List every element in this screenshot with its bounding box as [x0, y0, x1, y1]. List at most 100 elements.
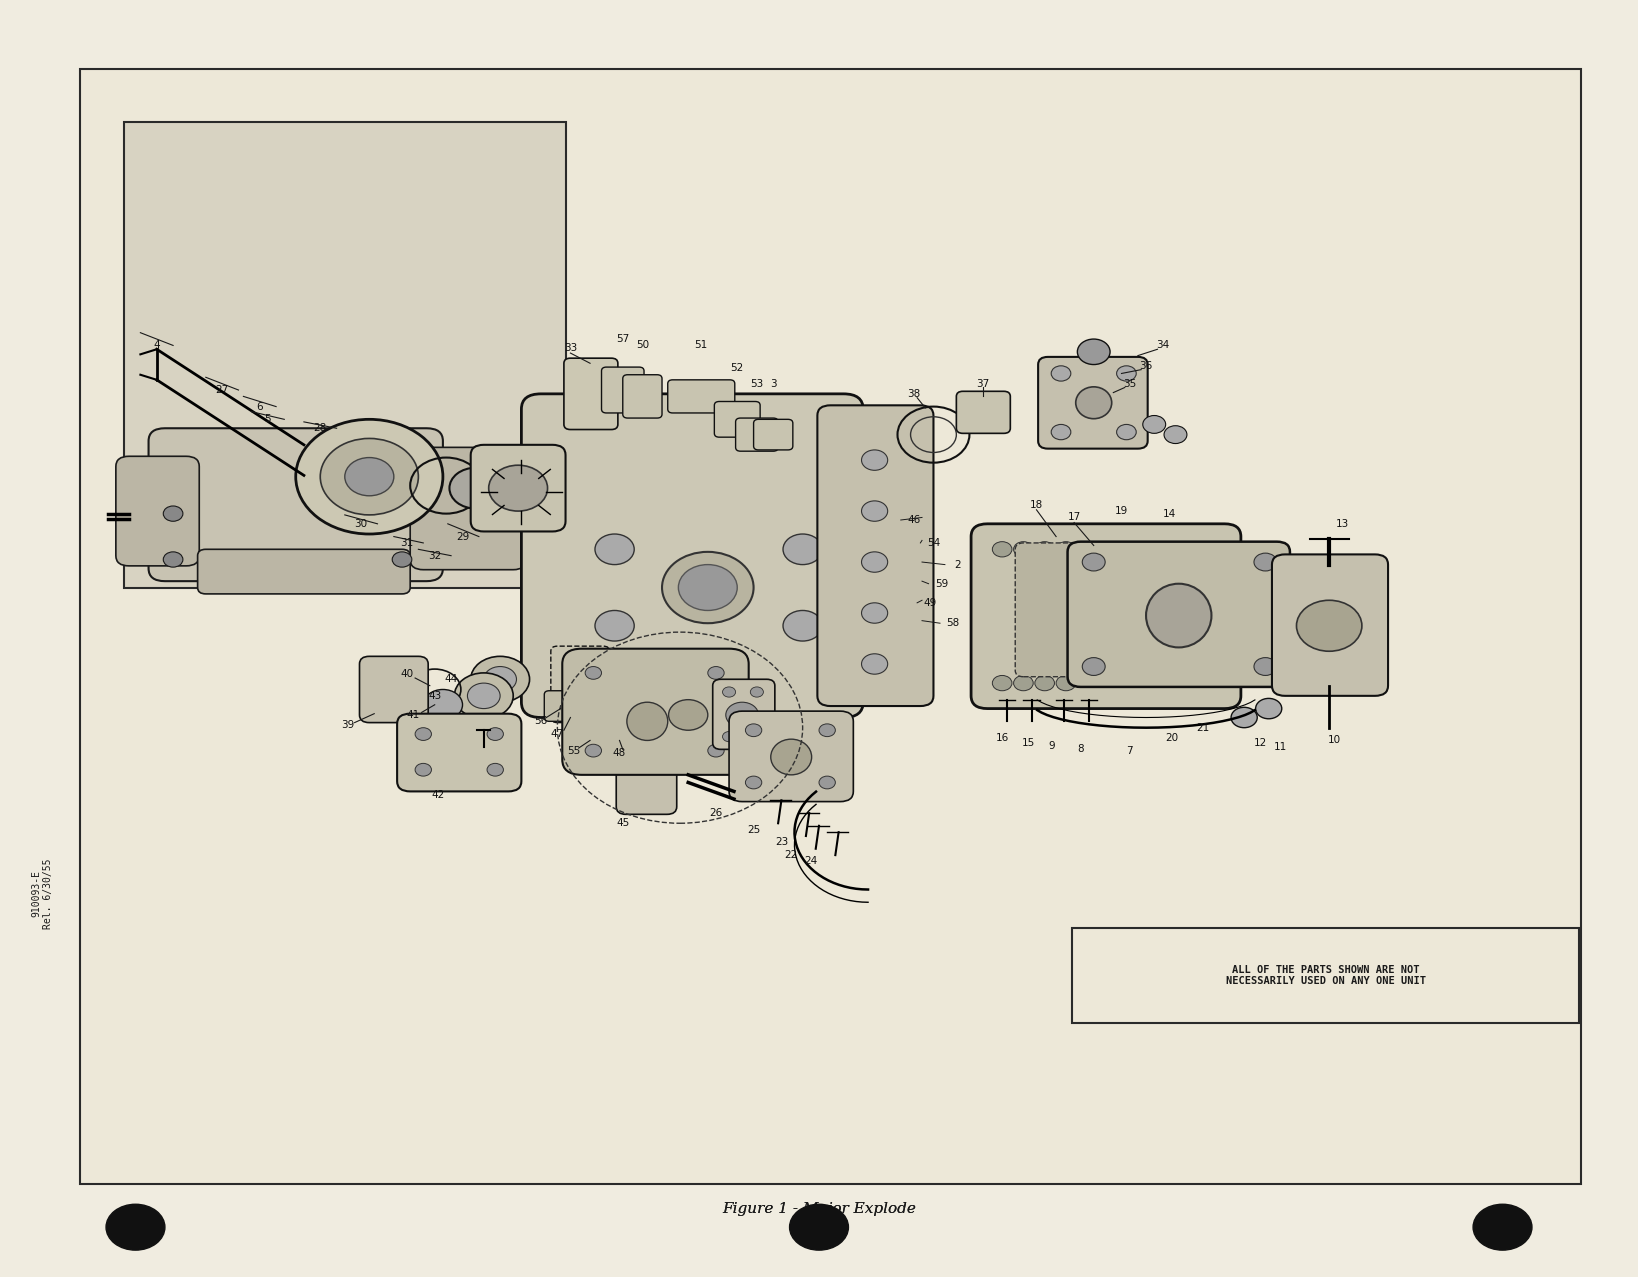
FancyBboxPatch shape	[562, 649, 749, 775]
Circle shape	[722, 687, 735, 697]
Circle shape	[1165, 425, 1188, 443]
Text: 35: 35	[1124, 379, 1137, 388]
Circle shape	[1057, 676, 1076, 691]
FancyBboxPatch shape	[753, 419, 793, 450]
Circle shape	[750, 732, 763, 742]
Circle shape	[1079, 644, 1099, 659]
FancyBboxPatch shape	[550, 646, 609, 723]
Text: 910093-E
Rel. 6/30/55: 910093-E Rel. 6/30/55	[31, 858, 52, 928]
Text: ALL OF THE PARTS SHOWN ARE NOT
NECESSARILY USED ON ANY ONE UNIT: ALL OF THE PARTS SHOWN ARE NOT NECESSARI…	[1225, 964, 1427, 986]
Circle shape	[1052, 365, 1071, 381]
Text: 39: 39	[341, 720, 355, 730]
Text: 7: 7	[1127, 746, 1133, 756]
FancyBboxPatch shape	[1073, 928, 1579, 1023]
FancyBboxPatch shape	[124, 123, 565, 587]
Text: 17: 17	[1068, 512, 1081, 522]
Text: 25: 25	[747, 825, 760, 835]
Circle shape	[1014, 541, 1034, 557]
FancyBboxPatch shape	[713, 679, 775, 750]
Ellipse shape	[627, 702, 668, 741]
Circle shape	[726, 702, 758, 728]
Text: 4: 4	[154, 341, 161, 350]
Text: 41: 41	[406, 710, 419, 720]
Text: 20: 20	[1166, 733, 1179, 743]
Circle shape	[449, 467, 501, 508]
FancyBboxPatch shape	[817, 405, 934, 706]
Text: 22: 22	[785, 850, 798, 861]
Circle shape	[1035, 676, 1055, 691]
Circle shape	[344, 457, 393, 495]
Text: 13: 13	[1335, 518, 1350, 529]
Text: Figure 1 - Major Explode: Figure 1 - Major Explode	[722, 1203, 916, 1217]
Ellipse shape	[1147, 584, 1212, 647]
Text: 38: 38	[907, 389, 921, 398]
Circle shape	[1202, 567, 1222, 582]
Circle shape	[790, 1204, 848, 1250]
Text: 43: 43	[428, 691, 441, 701]
Text: 31: 31	[400, 538, 413, 548]
FancyBboxPatch shape	[1016, 543, 1196, 677]
Text: 14: 14	[1163, 508, 1176, 518]
Text: 45: 45	[616, 819, 629, 829]
Text: 21: 21	[1197, 723, 1210, 733]
Text: 48: 48	[613, 748, 626, 759]
Circle shape	[1143, 415, 1166, 433]
Circle shape	[1052, 424, 1071, 439]
Circle shape	[1297, 600, 1361, 651]
FancyBboxPatch shape	[714, 401, 760, 437]
Text: 9: 9	[1048, 741, 1055, 751]
Circle shape	[585, 744, 601, 757]
Text: 36: 36	[1140, 361, 1153, 370]
FancyBboxPatch shape	[1273, 554, 1387, 696]
Text: 49: 49	[924, 598, 937, 608]
Circle shape	[483, 667, 516, 692]
Text: 46: 46	[907, 515, 921, 525]
Text: 44: 44	[444, 674, 457, 684]
Text: 47: 47	[550, 729, 563, 739]
Circle shape	[467, 683, 500, 709]
Circle shape	[1117, 424, 1137, 439]
Text: 12: 12	[1253, 738, 1268, 748]
Circle shape	[423, 690, 462, 720]
Text: 42: 42	[431, 790, 444, 801]
Circle shape	[573, 723, 613, 753]
Text: 37: 37	[976, 379, 989, 388]
Circle shape	[993, 676, 1012, 691]
Circle shape	[1473, 1204, 1532, 1250]
Text: 2: 2	[955, 559, 962, 570]
Circle shape	[1057, 541, 1076, 557]
Ellipse shape	[1076, 387, 1112, 419]
Text: 32: 32	[428, 550, 441, 561]
Circle shape	[391, 552, 411, 567]
FancyBboxPatch shape	[80, 69, 1581, 1184]
Circle shape	[1079, 567, 1099, 582]
Text: 16: 16	[996, 733, 1009, 743]
Circle shape	[585, 667, 601, 679]
FancyBboxPatch shape	[616, 725, 676, 815]
Text: 50: 50	[636, 341, 649, 350]
Text: 56: 56	[534, 716, 547, 727]
FancyBboxPatch shape	[470, 444, 565, 531]
FancyBboxPatch shape	[735, 418, 778, 451]
Circle shape	[1083, 658, 1106, 676]
Circle shape	[662, 552, 753, 623]
Circle shape	[862, 603, 888, 623]
Text: 19: 19	[1115, 506, 1129, 516]
Circle shape	[819, 724, 835, 737]
Text: 5: 5	[265, 414, 272, 424]
Text: 18: 18	[1030, 499, 1043, 510]
Text: 23: 23	[775, 838, 788, 848]
Text: 26: 26	[709, 808, 722, 819]
Circle shape	[862, 654, 888, 674]
Text: 6: 6	[257, 401, 264, 411]
FancyBboxPatch shape	[729, 711, 853, 802]
Text: Figure 1 - Major Explode: Figure 1 - Major Explode	[722, 1203, 916, 1217]
Circle shape	[722, 732, 735, 742]
Text: 34: 34	[1156, 341, 1170, 350]
FancyBboxPatch shape	[668, 379, 735, 412]
Circle shape	[486, 728, 503, 741]
Circle shape	[708, 744, 724, 757]
FancyBboxPatch shape	[116, 456, 200, 566]
Circle shape	[296, 419, 442, 534]
Circle shape	[414, 728, 431, 741]
